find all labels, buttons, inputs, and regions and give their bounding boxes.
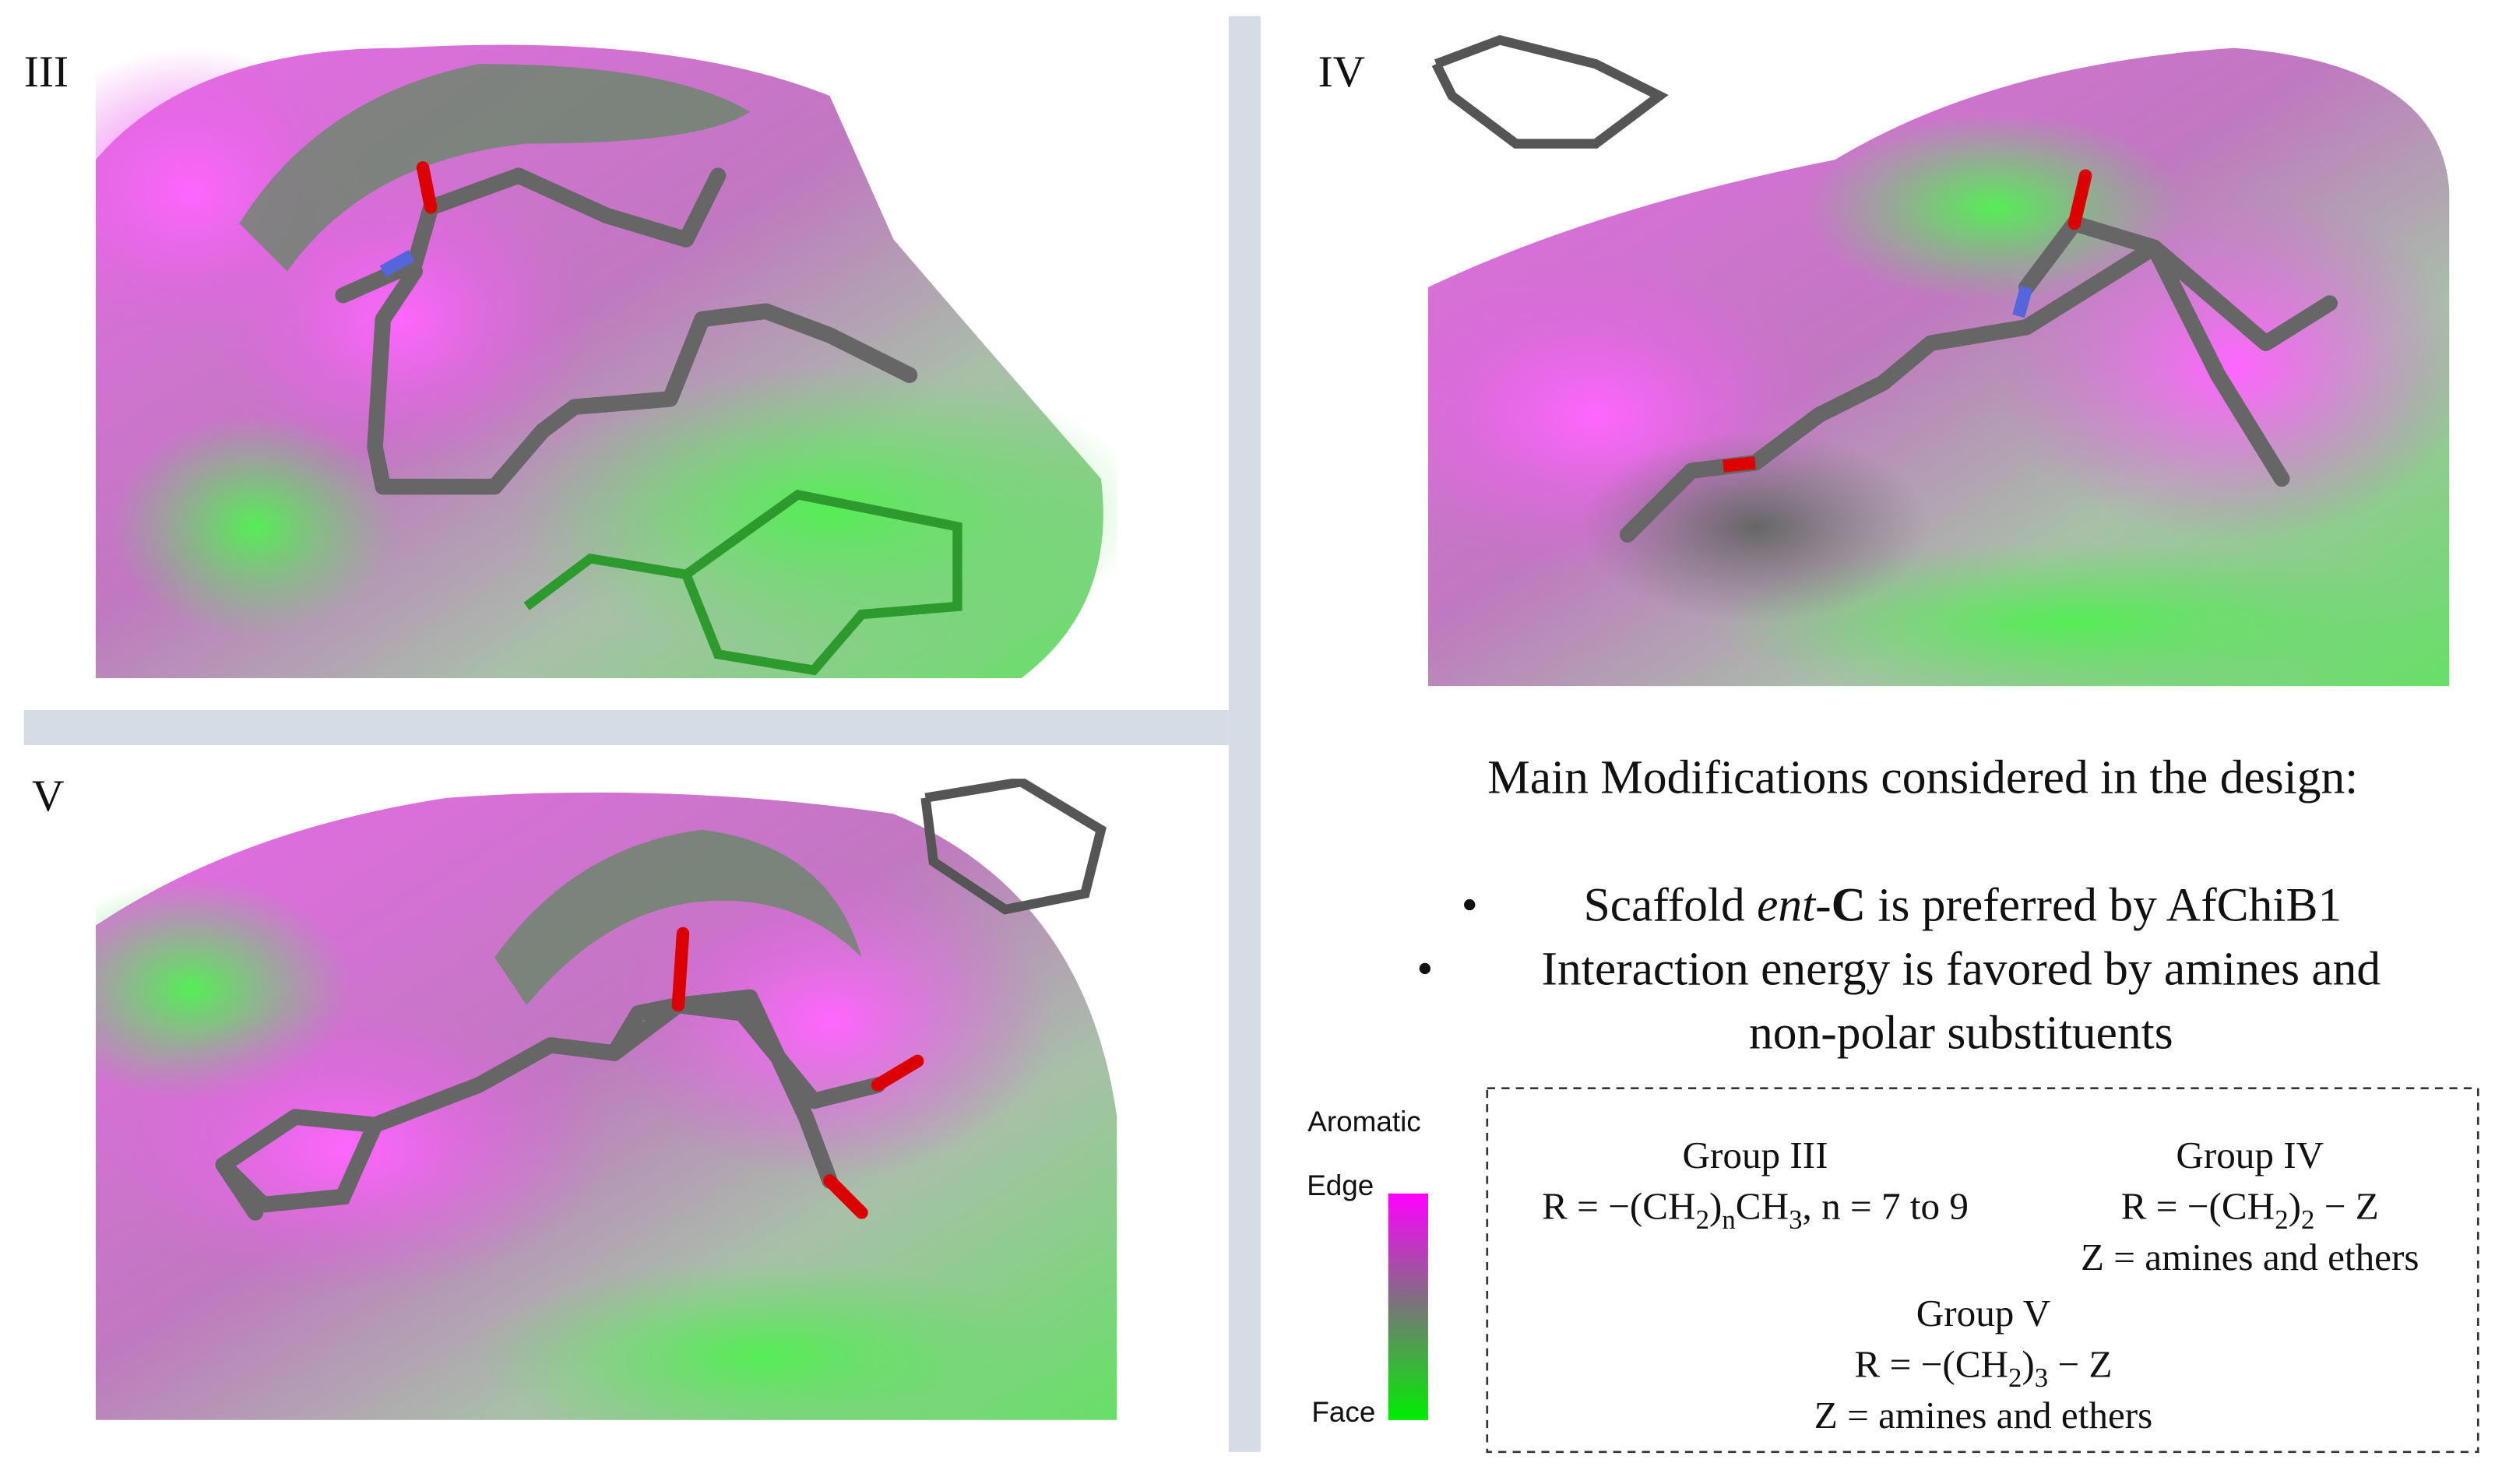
bullet-text: Interaction energy is favored by amines …	[1542, 942, 2381, 995]
text: )	[2022, 1343, 2034, 1386]
text: )	[1709, 1185, 1722, 1228]
panel-image	[95, 44, 1117, 679]
group-name: Group V	[1916, 1292, 2051, 1335]
bullet	[1419, 962, 1431, 975]
panel-label: IV	[1318, 47, 1366, 97]
group-name: Group IV	[2176, 1134, 2324, 1176]
text: CH	[1736, 1185, 1789, 1228]
formula: R = −(CH2)3 − Z	[1855, 1343, 2113, 1393]
separator	[1228, 16, 1261, 1452]
panel-image	[95, 779, 1117, 1420]
text: ent	[1757, 879, 1817, 932]
text: − Z	[2048, 1343, 2112, 1386]
legend-gradient	[1388, 1193, 1428, 1420]
text: -	[1815, 879, 1831, 932]
formula: Z = amines and ethers	[2081, 1236, 2419, 1278]
separator	[23, 710, 1229, 746]
groups-box	[1486, 1087, 2479, 1454]
text: 2	[1696, 1204, 1709, 1235]
legend-label: Face	[1311, 1396, 1375, 1428]
text: 2	[2275, 1204, 2288, 1235]
text: R = −(CH	[1542, 1185, 1695, 1228]
text: 3	[1789, 1204, 1802, 1235]
text: 2	[2008, 1363, 2022, 1393]
panel-label: V	[32, 772, 64, 821]
formula: R = −(CH2)2 − Z	[2121, 1185, 2379, 1235]
text: is preferred by AfChiB1	[1866, 879, 2342, 932]
legend-title: Aromatic	[1307, 1106, 1420, 1138]
text: 2	[2301, 1204, 2314, 1235]
bullet	[1464, 898, 1476, 911]
text: 3	[2035, 1363, 2048, 1393]
text: R = −(CH	[1855, 1343, 2008, 1386]
text: R = −(CH	[2121, 1185, 2275, 1228]
panel-label: III	[24, 47, 69, 97]
group-name: Group III	[1683, 1134, 1828, 1176]
text: Scaffold	[1584, 879, 1758, 932]
text: , n = 7 to 9	[1803, 1185, 1969, 1228]
panel-image	[1427, 34, 2450, 687]
text: C	[1832, 879, 1866, 932]
bullet-text: Scaffold ent-C is preferred by AfChiB1	[1584, 879, 2342, 932]
text: − Z	[2314, 1185, 2378, 1228]
formula: R = −(CH2)nCH3, n = 7 to 9	[1542, 1185, 1969, 1235]
text: )	[2289, 1185, 2301, 1228]
legend-label: Edge	[1307, 1169, 1374, 1201]
bullet-text: non-polar substituents	[1749, 1006, 2173, 1059]
formula: Z = amines and ethers	[1814, 1394, 2153, 1437]
heading: Main Modifications considered in the des…	[1487, 751, 2358, 804]
text: n	[1722, 1204, 1735, 1235]
